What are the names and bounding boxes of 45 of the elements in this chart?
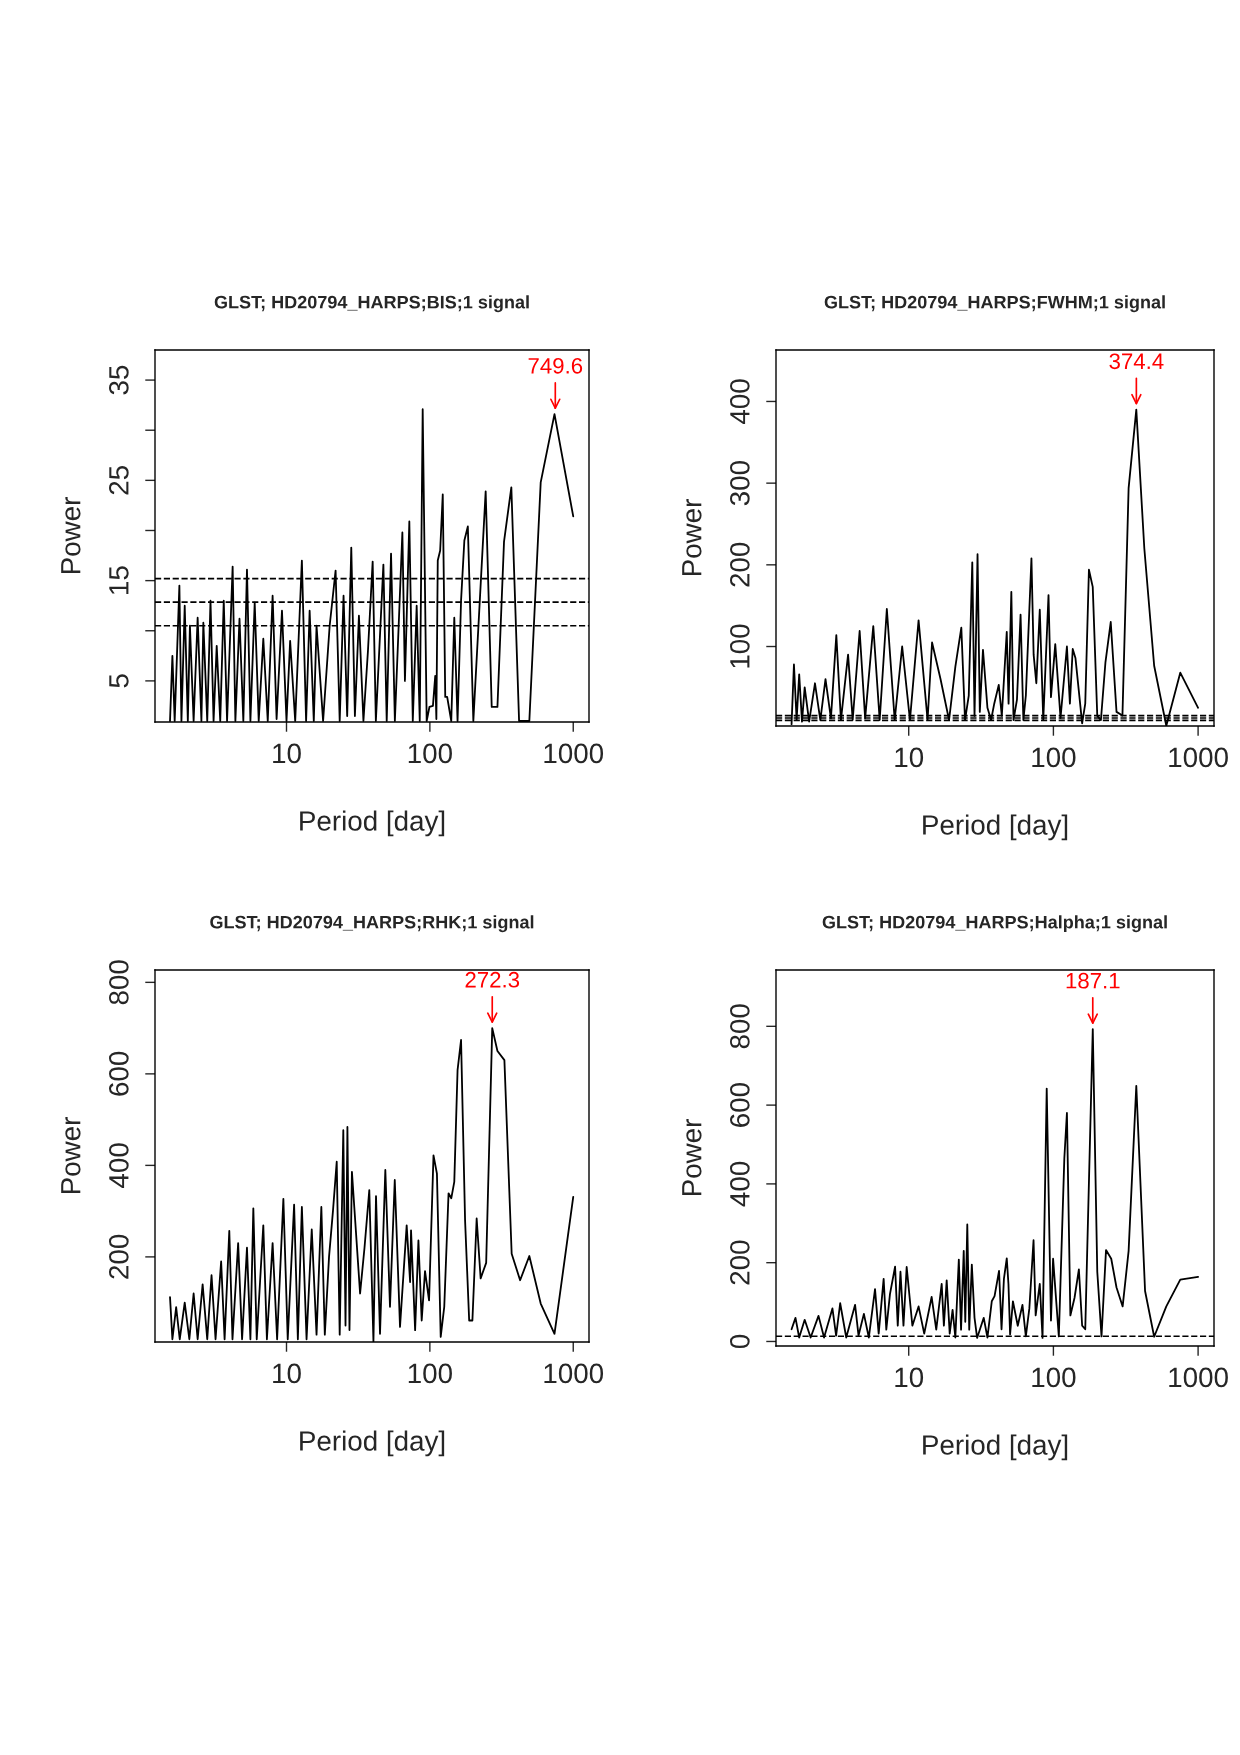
chart-title: GLST; HD20794_HARPS;FWHM;1 signal (824, 295, 1165, 313)
x-axis-title: Period [day] (300, 810, 445, 837)
annotation: 374.4 (1109, 353, 1164, 370)
y-axis-title: Power (61, 1117, 81, 1194)
y-tick-label: 600 (109, 1051, 129, 1096)
x-tick-label: 10 (895, 747, 924, 768)
x-tick-label: 10 (895, 1367, 924, 1388)
y-tick-label: 400 (109, 1143, 129, 1188)
x-axis-title: Period [day] (300, 1430, 445, 1457)
y-tick-label: 5 (109, 674, 129, 688)
y-tick-label: 35 (109, 365, 129, 395)
x-tick-label: 1000 (544, 1363, 604, 1384)
x-tick-label: 100 (1032, 747, 1076, 768)
x-tick-label: 100 (408, 743, 452, 764)
x-axis-title: Period [day] (923, 1434, 1068, 1461)
x-tick-label: 1000 (1169, 1367, 1228, 1388)
y-axis-title: Power (682, 1119, 702, 1196)
annotation: 187.1 (1066, 972, 1120, 989)
x-tick-label: 10 (273, 1363, 301, 1384)
y-tick-label: 200 (730, 542, 750, 587)
chart-title: GLST; HD20794_HARPS;Halpha;1 signal (822, 915, 1167, 933)
annotation: 272.3 (465, 971, 520, 988)
y-tick-label: 300 (730, 461, 750, 506)
y-tick-label: 0 (730, 1334, 750, 1349)
x-axis-title: Period [day] (923, 814, 1068, 841)
chart-title: GLST; HD20794_HARPS;RHK;1 signal (210, 915, 534, 933)
x-tick-label: 100 (1032, 1367, 1076, 1388)
y-axis-title: Power (682, 499, 702, 576)
y-tick-label: 400 (730, 1161, 750, 1207)
annotation: 749.6 (528, 357, 583, 374)
x-tick-label: 1000 (544, 743, 604, 764)
x-tick-label: 10 (273, 743, 301, 764)
y-tick-label: 800 (730, 1004, 750, 1049)
x-tick-label: 1000 (1169, 747, 1228, 768)
y-tick-label: 200 (109, 1234, 129, 1279)
y-tick-label: 100 (730, 624, 750, 668)
y-tick-label: 800 (109, 960, 129, 1005)
y-tick-label: 400 (730, 379, 750, 424)
y-axis-title: Power (61, 497, 81, 574)
y-tick-label: 15 (109, 566, 129, 594)
y-tick-label: 600 (730, 1083, 750, 1127)
chart-title: GLST; HD20794_HARPS;BIS;1 signal (214, 295, 529, 313)
x-tick-label: 100 (408, 1363, 452, 1384)
y-tick-label: 200 (730, 1240, 750, 1285)
y-tick-label: 25 (109, 466, 129, 495)
